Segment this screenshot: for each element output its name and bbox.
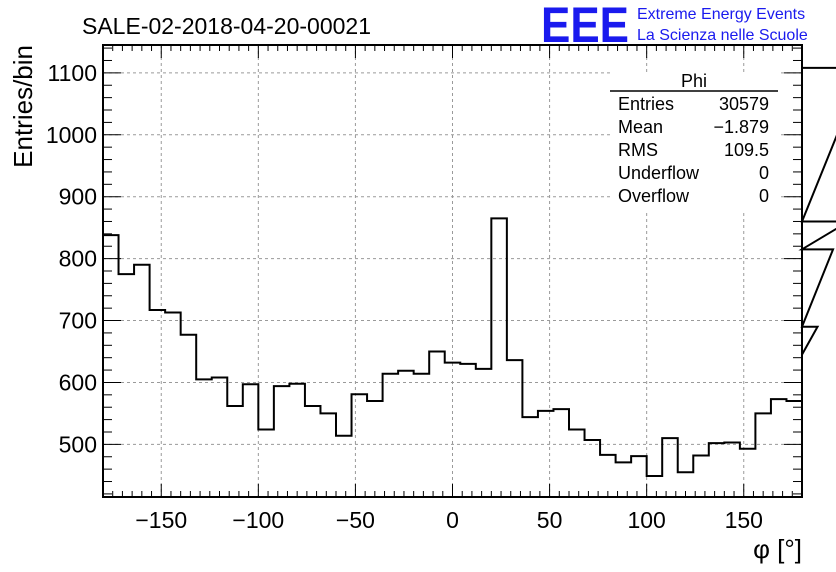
x-tick-label: −150 [135, 507, 187, 533]
stats-box-background [610, 72, 778, 212]
stats-label-overflow: Overflow [618, 186, 690, 206]
x-tick-label: 0 [446, 507, 459, 533]
x-tick-label: −100 [232, 507, 284, 533]
grid-lines [103, 45, 802, 497]
stats-label-entries: Entries [618, 94, 674, 114]
y-tick-label: 700 [59, 308, 97, 334]
x-tick-label: 100 [627, 507, 665, 533]
stats-value-overflow: 0 [759, 186, 769, 206]
stats-value-rms: 109.5 [724, 140, 769, 160]
eee-logo-mark: EEE [541, 0, 629, 53]
stats-value-underflow: 0 [759, 163, 769, 183]
stats-box-title: Phi [681, 71, 707, 91]
x-tick-label: 50 [537, 507, 563, 533]
stats-label-mean: Mean [618, 117, 663, 137]
x-tick-labels: −150 −100 −50 0 50 100 150 [135, 507, 763, 533]
x-axis-label: φ [°] [753, 534, 802, 564]
y-tick-label: 1100 [48, 60, 97, 86]
x-tick-label: −50 [336, 507, 375, 533]
stats-box: Phi Entries 30579 Mean −1.879 RMS 109.5 … [610, 71, 778, 212]
y-tick-label: 600 [59, 369, 97, 395]
axis-ticks [103, 45, 802, 497]
logo-line-2: La Scienza nelle Scuole [637, 27, 808, 44]
y-tick-label: 800 [59, 246, 97, 272]
stats-label-rms: RMS [618, 140, 658, 160]
histogram-step-line [103, 66, 836, 477]
y-tick-labels: 500 600 700 800 900 1000 1100 [46, 60, 97, 458]
y-tick-label: 900 [59, 184, 97, 210]
stats-value-mean: −1.879 [713, 117, 769, 137]
chart-title: SALE-02-2018-04-20-00021 [82, 13, 371, 39]
y-tick-label: 500 [59, 431, 97, 457]
stats-value-entries: 30579 [719, 94, 769, 114]
y-axis-label: Entries/bin [8, 45, 38, 168]
x-tick-label: 150 [725, 507, 763, 533]
logo-line-1: Extreme Energy Events [637, 6, 805, 23]
stats-label-underflow: Underflow [618, 163, 700, 183]
y-tick-label: 1000 [46, 122, 97, 148]
eee-logo: EEE Extreme Energy Events La Scienza nel… [541, 0, 808, 53]
